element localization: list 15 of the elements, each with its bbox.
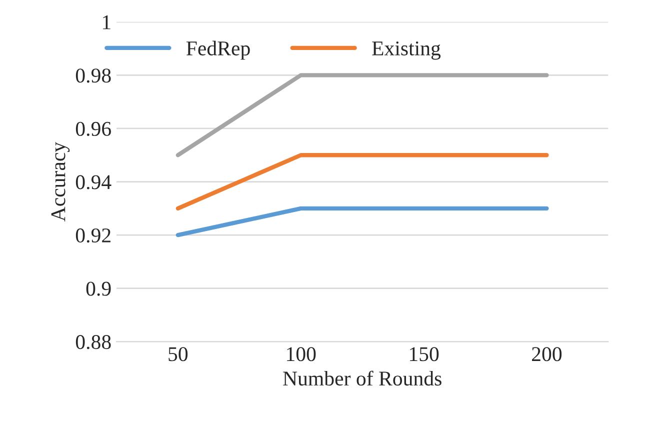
legend-label: Existing (372, 41, 441, 60)
legend-label: FedRep (186, 40, 250, 60)
x-tick-label: 100 (287, 347, 316, 362)
y-tick-label: 0.94 (76, 175, 112, 190)
y-axis-title: Accuracy (51, 142, 70, 222)
y-tick-label: 0.96 (76, 122, 111, 136)
y-tick-label: 0.98 (76, 68, 111, 83)
y-tick-label: 0.88 (76, 335, 111, 350)
x-tick-label: 150 (410, 347, 439, 362)
y-tick-label: 0.9 (86, 282, 111, 296)
y-tick-label: 1 (103, 15, 110, 30)
x-tick-label: 50 (168, 347, 188, 362)
x-axis-title: Number of Rounds (283, 370, 442, 386)
y-tick-label: 0.92 (76, 228, 110, 243)
x-tick-label: 200 (532, 347, 562, 362)
